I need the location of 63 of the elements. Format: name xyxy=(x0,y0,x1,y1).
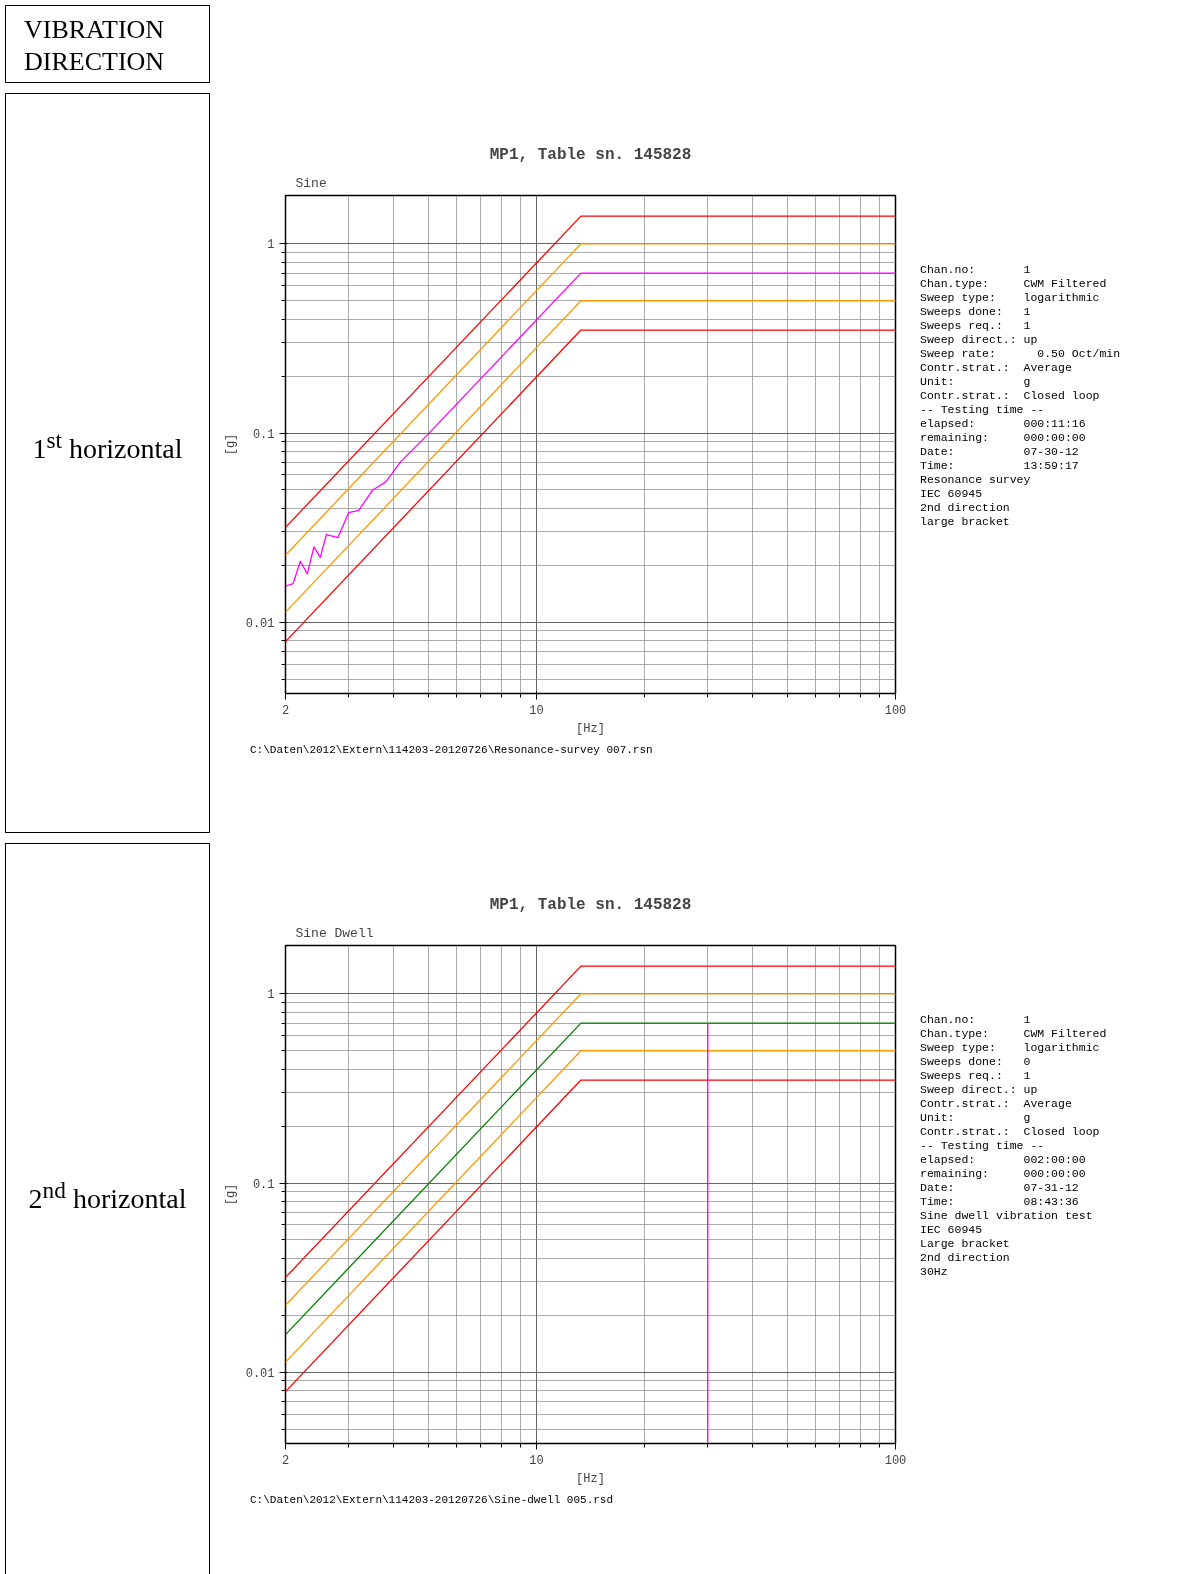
x-tick-label: 100 xyxy=(884,1453,907,1468)
text: Contr.strat.: Average xyxy=(920,361,1072,374)
text: elapsed: 002:00:00 xyxy=(920,1153,1086,1166)
text: 30Hz xyxy=(920,1265,948,1278)
text: Time: 13:59:17 xyxy=(920,459,1079,472)
text: -- Testing time -- xyxy=(920,1139,1045,1152)
text: Chan.type: CWM Filtered xyxy=(920,1027,1107,1040)
text: remaining: 000:00:00 xyxy=(920,431,1086,444)
text: Chan.no: 1 xyxy=(920,263,1031,276)
text: Chan.type: CWM Filtered xyxy=(920,277,1107,290)
text: Date: 07-31-12 xyxy=(920,1181,1079,1194)
y-tick-label: 0.01 xyxy=(245,616,275,631)
text: Resonance survey xyxy=(920,473,1031,486)
chart-title: MP1, Table sn. 145828 xyxy=(489,895,692,914)
text: Contr.strat.: Closed loop xyxy=(920,1125,1100,1138)
y-axis-title: [g] xyxy=(223,433,238,456)
text: Unit: g xyxy=(920,1111,1031,1124)
chart-subtitle: Sine Dwell xyxy=(295,925,374,941)
text: C:\Daten\2012\Extern\114203-20120726\Sine-dwell 005.rsd xyxy=(250,1493,614,1508)
text: Sweep direct.: up xyxy=(920,1083,1038,1096)
text: Unit: g xyxy=(920,375,1031,388)
text: C:\Daten\2012\Extern\114203-20120726\Resonance-survey 007.rsn xyxy=(250,743,653,758)
text: 2nd direction xyxy=(920,1251,1010,1264)
text: IEC 60945 xyxy=(920,487,983,500)
x-tick-label: 2 xyxy=(281,703,290,718)
x-tick-label: 100 xyxy=(884,703,907,718)
x-tick-label: 2 xyxy=(281,1453,290,1468)
text: 2$^{nd}$ horizontal xyxy=(28,1176,187,1217)
y-tick-label: 1 xyxy=(267,238,275,253)
x-axis-title: [Hz] xyxy=(576,721,605,736)
text: Sine dwell vibration test xyxy=(920,1209,1093,1222)
y-tick-label: 1 xyxy=(267,988,275,1003)
text: Contr.strat.: Average xyxy=(920,1097,1072,1110)
chart-title: MP1, Table sn. 145828 xyxy=(489,145,692,164)
text: 1$^{st}$ horizontal xyxy=(32,426,183,467)
text: large bracket xyxy=(920,515,1010,528)
text: 2nd direction xyxy=(920,501,1010,514)
y-tick-label: 0.1 xyxy=(252,427,275,442)
text: Contr.strat.: Closed loop xyxy=(920,389,1100,402)
text: Time: 08:43:36 xyxy=(920,1195,1079,1208)
text: remaining: 000:00:00 xyxy=(920,1167,1086,1180)
text: Sweeps done: 0 xyxy=(920,1055,1031,1068)
x-axis-title: [Hz] xyxy=(576,1471,605,1486)
text: elapsed: 000:11:16 xyxy=(920,417,1086,430)
y-axis-title: [g] xyxy=(223,1183,238,1206)
x-tick-label: 10 xyxy=(529,1453,544,1468)
text: Sweeps req.: 1 xyxy=(920,1069,1031,1082)
y-tick-label: 0.1 xyxy=(252,1177,275,1192)
text: -- Testing time -- xyxy=(920,403,1045,416)
text: VIBRATION DIRECTION xyxy=(24,14,166,78)
text: Sweeps req.: 1 xyxy=(920,319,1031,332)
text: Sweep type: logarithmic xyxy=(920,291,1100,304)
text: IEC 60945 xyxy=(920,1223,983,1236)
text: Sweep direct.: up xyxy=(920,333,1038,346)
text: Sweeps done: 1 xyxy=(920,305,1031,318)
text: Sweep rate: 0.50 Oct/min xyxy=(920,347,1121,360)
x-tick-label: 10 xyxy=(529,703,544,718)
text: Chan.no: 1 xyxy=(920,1013,1031,1026)
text: Large bracket xyxy=(920,1237,1010,1250)
y-tick-label: 0.01 xyxy=(245,1366,275,1381)
chart-subtitle: Sine xyxy=(295,175,327,191)
text: Sweep type: logarithmic xyxy=(920,1041,1100,1054)
text: Date: 07-30-12 xyxy=(920,445,1079,458)
